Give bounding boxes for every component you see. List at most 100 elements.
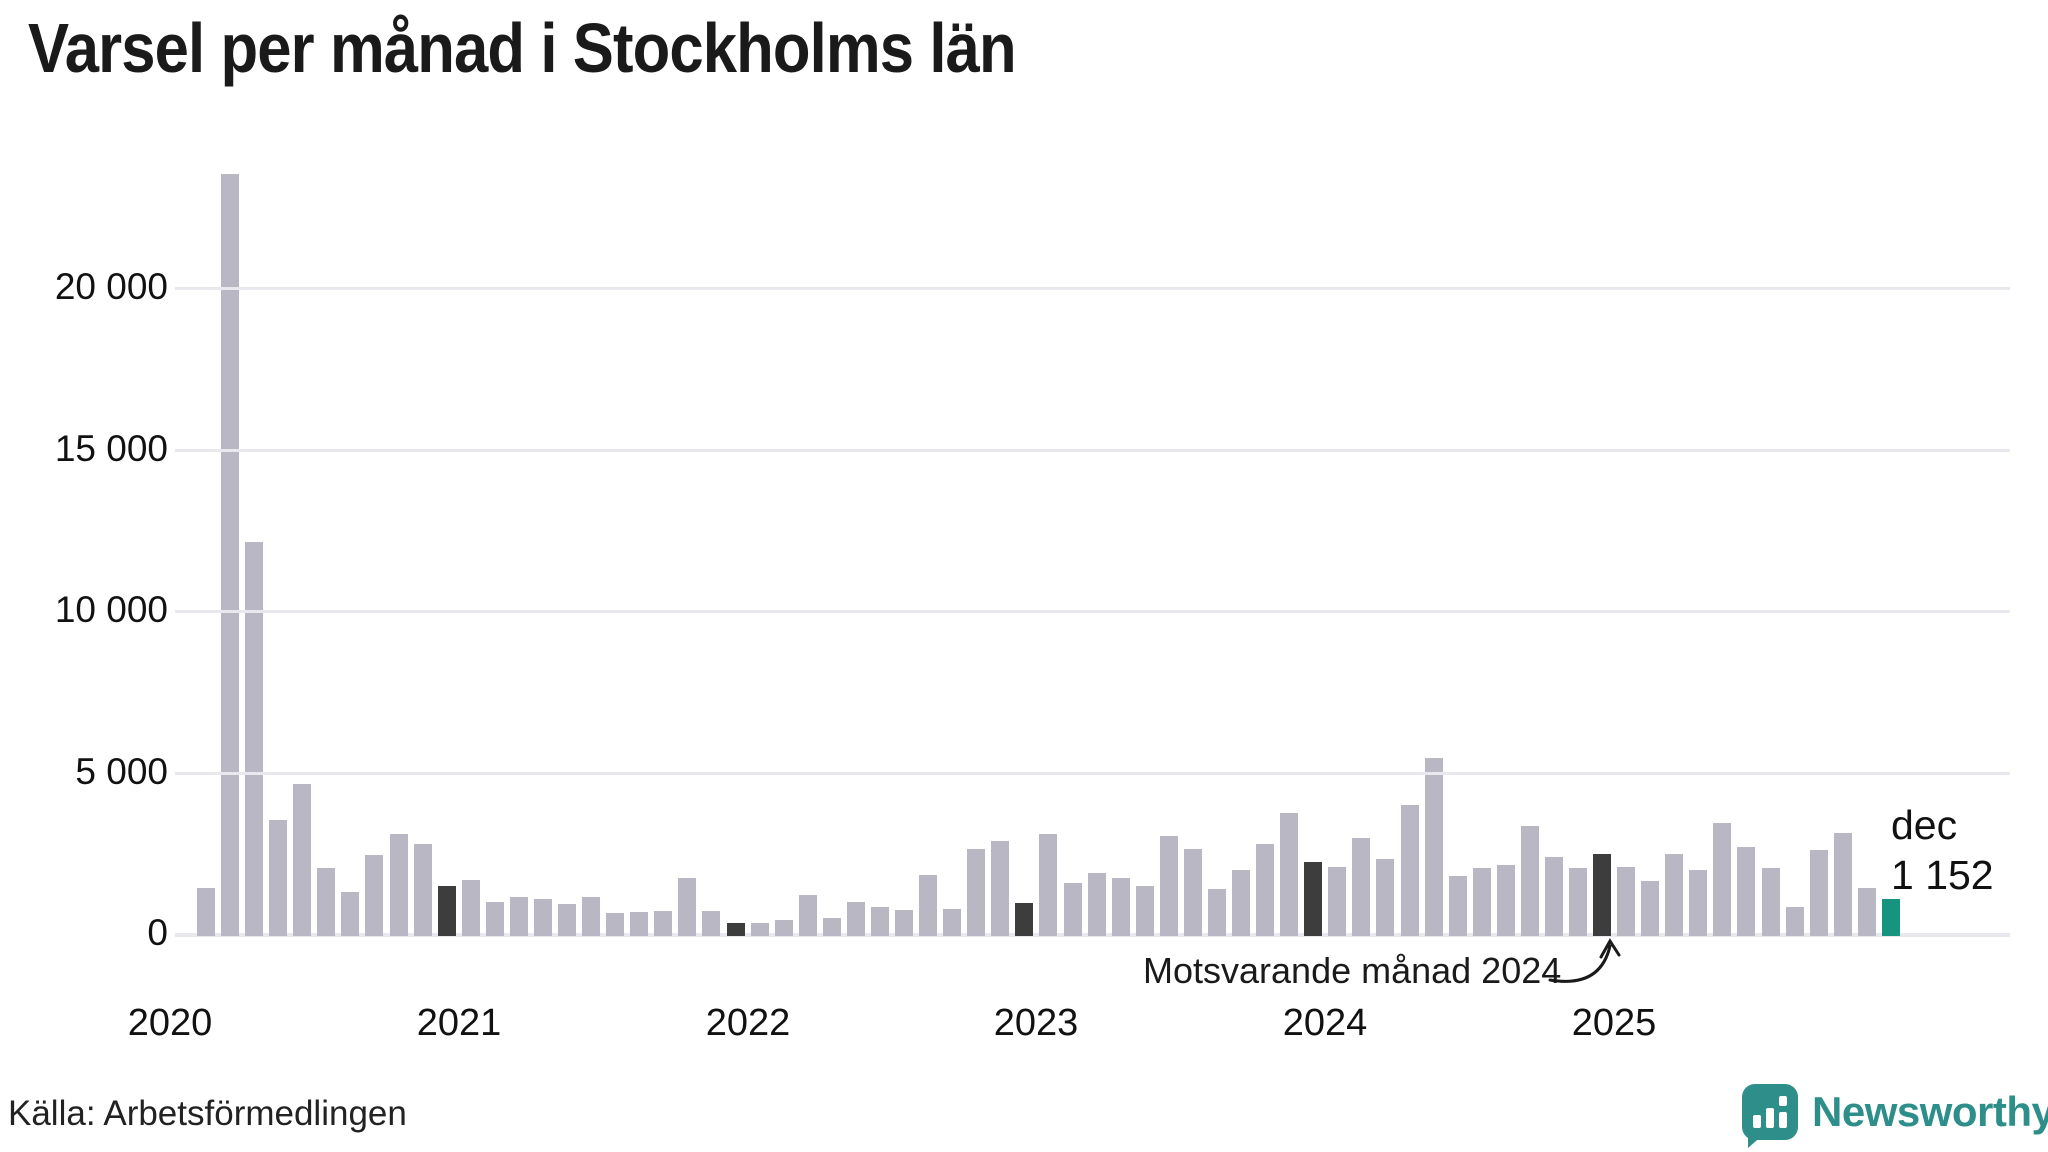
bar-sep-2022: [943, 909, 961, 936]
bar-nov-2021: [702, 911, 720, 936]
y-axis-tick-label: 0: [147, 912, 168, 953]
bar-nov-2020: [414, 844, 432, 936]
y-axis-tick-label: 5 000: [75, 751, 168, 792]
logo-chart-bar-icon: [1766, 1108, 1774, 1128]
bar-mar-2023: [1088, 873, 1106, 936]
bar-feb-2021: [486, 902, 504, 936]
bar-jun-2021: [582, 897, 600, 936]
bar-jul-2022: [895, 910, 913, 936]
newsworthy-logo[interactable]: Newsworthy: [1742, 1084, 2048, 1148]
year-label-2020: 2020: [127, 1002, 213, 1044]
bar-dec-2021: [727, 923, 745, 936]
bar-nov-2023: [1280, 813, 1298, 936]
bar-maj-2023: [1136, 886, 1154, 936]
bar-jan-2021: [462, 880, 480, 936]
bar-aug-2022: [919, 875, 937, 936]
gridline-5000: [175, 772, 2010, 775]
bar-maj-2020: [269, 820, 287, 936]
bar-dec-2020: [438, 886, 456, 936]
y-axis-tick-label: 15 000: [54, 428, 168, 469]
bar-jun-2024: [1449, 876, 1467, 936]
logo-speech-tail: [1748, 1134, 1764, 1148]
bar-nov-2025: [1858, 888, 1876, 936]
gridline-20000: [175, 287, 2010, 290]
bar-jul-2025: [1762, 868, 1780, 936]
bar-jun-2025: [1737, 847, 1755, 936]
bar-apr-2023: [1112, 878, 1130, 936]
bar-feb-2023: [1064, 883, 1082, 936]
bar-dec-2024: [1593, 854, 1611, 936]
source-label: Källa: Arbetsförmedlingen: [8, 1094, 407, 1133]
year-label-2023: 2023: [993, 1002, 1079, 1044]
y-axis-tick-label: 10 000: [54, 589, 168, 630]
bar-nov-2022: [991, 841, 1009, 936]
bar-aug-2020: [341, 892, 359, 936]
bar-aug-2023: [1208, 889, 1226, 936]
bar-feb-2025: [1641, 881, 1659, 936]
newsworthy-logo-icon: [1742, 1084, 1798, 1148]
chart-title: Varsel per månad i Stockholms län: [28, 9, 1017, 87]
year-label-2024: 2024: [1282, 1002, 1368, 1044]
bar-jun-2023: [1160, 836, 1178, 936]
current-bar-month: dec: [1891, 802, 1958, 848]
year-label-2022: 2022: [705, 1002, 791, 1044]
bar-sep-2020: [365, 855, 383, 936]
bar-jun-2020: [293, 784, 311, 936]
bar-aug-2021: [630, 912, 648, 936]
bar-maj-2024: [1425, 758, 1443, 936]
bar-jul-2024: [1473, 868, 1491, 936]
bar-feb-2022: [775, 920, 793, 936]
annotation-label: Motsvarande månad 2024: [1143, 950, 1562, 991]
bar-apr-2025: [1689, 870, 1707, 936]
bar-dec-2022: [1015, 903, 1033, 936]
gridline-10000: [175, 610, 2010, 613]
bar-apr-2024: [1401, 805, 1419, 936]
bar-maj-2025: [1713, 823, 1731, 936]
bar-jul-2020: [317, 868, 335, 936]
bar-mar-2025: [1665, 854, 1683, 936]
bar-maj-2022: [847, 902, 865, 936]
bar-jan-2025: [1617, 867, 1635, 936]
bar-okt-2024: [1545, 857, 1563, 936]
gridline-15000: [175, 449, 2010, 452]
bar-aug-2025: [1786, 907, 1804, 936]
bar-maj-2021: [558, 904, 576, 936]
bar-okt-2022: [967, 849, 985, 936]
newsworthy-logo-text: Newsworthy: [1812, 1088, 2048, 1135]
bar-dec-2025: [1882, 899, 1900, 936]
bar-sep-2023: [1232, 870, 1250, 936]
bar-jul-2021: [606, 913, 624, 936]
bar-okt-2020: [390, 834, 408, 936]
bar-jan-2024: [1328, 867, 1346, 936]
bar-jan-2023: [1039, 834, 1057, 936]
bar-feb-2020: [197, 888, 215, 936]
bar-feb-2024: [1352, 838, 1370, 936]
bar-okt-2021: [678, 878, 696, 936]
bar-mar-2024: [1376, 859, 1394, 936]
bar-sep-2024: [1521, 826, 1539, 936]
bar-aug-2024: [1497, 865, 1515, 936]
bar-mar-2020: [221, 174, 239, 936]
logo-chart-bar-icon: [1753, 1115, 1761, 1128]
year-label-2025: 2025: [1571, 1002, 1657, 1044]
year-label-2021: 2021: [416, 1002, 502, 1044]
bar-jan-2022: [751, 923, 769, 936]
bar-jun-2022: [871, 907, 889, 936]
current-bar-value: 1 152: [1891, 852, 1994, 899]
logo-exclamation-icon: [1779, 1112, 1787, 1128]
logo-exclamation-dot-icon: [1779, 1096, 1787, 1106]
bar-dec-2023: [1304, 862, 1322, 936]
bar-nov-2024: [1569, 868, 1587, 936]
bar-apr-2021: [534, 899, 552, 936]
current-bar-value-label: dec 1 152: [1891, 800, 1994, 900]
bar-apr-2020: [245, 542, 263, 936]
bar-okt-2025: [1834, 833, 1852, 936]
bar-mar-2022: [799, 895, 817, 936]
bar-mar-2021: [510, 897, 528, 936]
y-axis-tick-label: 20 000: [54, 266, 168, 307]
bar-jul-2023: [1184, 849, 1202, 936]
bar-apr-2022: [823, 918, 841, 936]
bar-sep-2025: [1810, 850, 1828, 936]
